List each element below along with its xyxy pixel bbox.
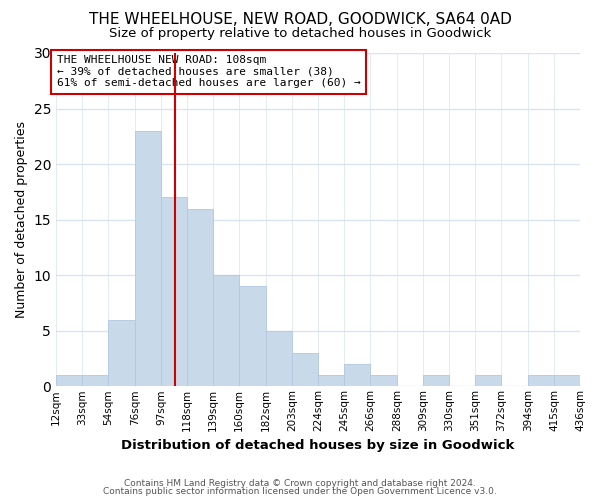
Bar <box>161 198 187 386</box>
Bar <box>266 330 292 386</box>
Bar <box>554 375 580 386</box>
Bar <box>528 375 554 386</box>
Bar <box>318 375 344 386</box>
Bar <box>239 286 266 386</box>
Bar <box>344 364 370 386</box>
Text: THE WHEELHOUSE, NEW ROAD, GOODWICK, SA64 0AD: THE WHEELHOUSE, NEW ROAD, GOODWICK, SA64… <box>89 12 511 28</box>
Text: Size of property relative to detached houses in Goodwick: Size of property relative to detached ho… <box>109 28 491 40</box>
Text: THE WHEELHOUSE NEW ROAD: 108sqm
← 39% of detached houses are smaller (38)
61% of: THE WHEELHOUSE NEW ROAD: 108sqm ← 39% of… <box>56 55 361 88</box>
Bar <box>213 275 239 386</box>
Bar <box>135 131 161 386</box>
Text: Contains public sector information licensed under the Open Government Licence v3: Contains public sector information licen… <box>103 487 497 496</box>
Bar <box>187 208 213 386</box>
Bar <box>292 353 318 386</box>
Bar <box>82 375 108 386</box>
Bar <box>370 375 397 386</box>
Bar <box>108 320 135 386</box>
Bar <box>475 375 501 386</box>
Bar <box>423 375 449 386</box>
Bar <box>56 375 82 386</box>
Y-axis label: Number of detached properties: Number of detached properties <box>15 121 28 318</box>
Text: Contains HM Land Registry data © Crown copyright and database right 2024.: Contains HM Land Registry data © Crown c… <box>124 478 476 488</box>
X-axis label: Distribution of detached houses by size in Goodwick: Distribution of detached houses by size … <box>121 440 515 452</box>
